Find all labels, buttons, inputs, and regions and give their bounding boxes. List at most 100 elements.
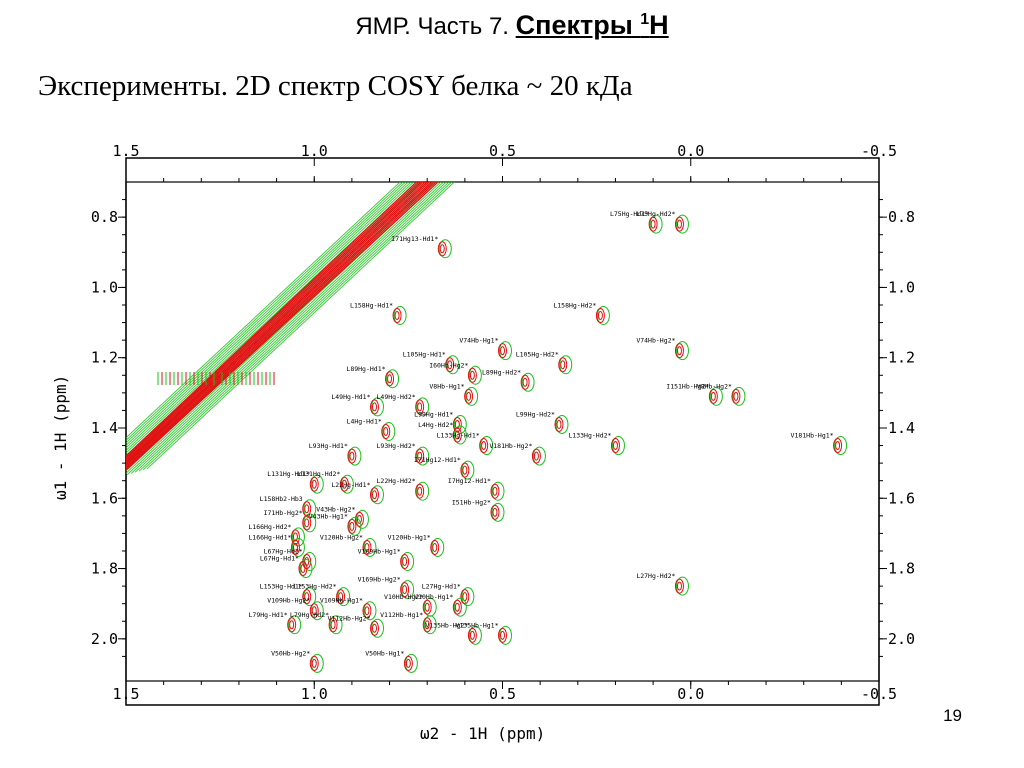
peak-contour — [454, 430, 460, 440]
peak-contour — [676, 581, 682, 591]
cross-peak: I71Hb-Hg2* — [264, 509, 317, 533]
x-tick-label-bottom: 1.5 — [112, 685, 139, 703]
y-axis-label: ω1 - 1H (ppm) — [51, 375, 70, 500]
peak-contour — [339, 476, 349, 492]
peak-label: I60Hb-Hg2* — [429, 361, 468, 369]
peak-contour — [404, 653, 418, 673]
peak-contour — [460, 589, 470, 605]
diagonal-contour-pos — [126, 182, 435, 469]
cross-peak: V120Hb-Hg2* — [320, 533, 377, 557]
peak-contour — [500, 630, 505, 640]
x-tick-label-top: 0.5 — [489, 142, 516, 160]
peak-contour — [362, 603, 372, 619]
peak-contour — [383, 427, 389, 436]
peak-label: L166Hg-Hd2* — [248, 523, 291, 531]
peak-label: L49Hg-Hd2* — [377, 393, 416, 401]
peak-contour — [438, 239, 452, 259]
y-tick-label-left: 2.0 — [91, 630, 118, 648]
peak-label: V181Hb-Hg1* — [791, 432, 834, 440]
peak-contour — [835, 441, 841, 451]
peak-contour — [432, 542, 438, 552]
cross-peak: L105Hg-Hd1* — [403, 351, 460, 375]
peak-contour — [650, 219, 656, 229]
peak-label: L79Hg-Hd1* — [249, 611, 288, 619]
diagonal-contour-neg — [126, 182, 401, 439]
cross-peak: I51Hb-Hg2* — [452, 498, 505, 522]
cross-peak: L4Hg-Hd1* — [347, 418, 396, 441]
peak-label: I71Hb-Hg2* — [264, 509, 303, 517]
y-tick-label-right: 1.4 — [888, 419, 915, 437]
peak-contour — [596, 306, 610, 326]
peak-contour — [401, 552, 415, 572]
peak-contour — [302, 515, 312, 531]
peak-contour — [500, 346, 505, 356]
peak-contour — [461, 587, 475, 607]
cross-peak: V181Hb-Hg1* — [791, 432, 848, 456]
peak-label: V169Hb-Hg2* — [358, 576, 401, 584]
peak-contour — [491, 502, 505, 522]
peak-label: V8Hb-Hg1* — [429, 382, 464, 390]
y-tick-label-left: 1.8 — [91, 560, 118, 578]
peak-contour — [347, 448, 357, 464]
peak-contour — [430, 539, 440, 555]
peak-label: L99Hg-Hd2* — [516, 410, 555, 418]
slide-subtitle: Эксперименты. 2D спектр COSY белка ~ 20 … — [38, 70, 633, 102]
peak-contour — [309, 655, 319, 671]
peak-contour — [289, 620, 295, 630]
peak-label: V109Hb-Hg1* — [320, 597, 363, 605]
outer-frame — [125, 157, 880, 706]
x-tick-label-bottom: 0.0 — [677, 685, 704, 703]
page-number: 19 — [943, 706, 962, 725]
plot-frame — [125, 181, 880, 682]
x-tick-label-bottom: 0.5 — [489, 685, 516, 703]
peak-contour — [287, 617, 297, 633]
peak-label: V43Hb-Hg2* — [316, 505, 355, 513]
peak-contour — [462, 465, 468, 475]
cross-peak: V50Hb-Hg1* — [365, 649, 418, 673]
peak-contour — [710, 391, 716, 401]
peak-contour — [556, 419, 562, 429]
peak-contour — [446, 355, 460, 375]
peak-contour — [364, 542, 370, 552]
x-tick-label-top: 1.0 — [301, 142, 328, 160]
peak-contour — [431, 537, 445, 557]
x-tick-label-bottom: 1.0 — [301, 685, 328, 703]
diagonal-contour-neg — [146, 182, 456, 470]
cross-peak: I71Hg12-Hd1* — [414, 456, 475, 480]
peak-label: L27Hg-Hd2* — [636, 572, 675, 580]
peak-contour — [394, 311, 400, 321]
cross-peak: L105Hg-Hd2* — [516, 351, 573, 375]
peak-contour — [304, 518, 310, 528]
peak-contour — [392, 308, 402, 324]
y-tick-label-right: 1.8 — [888, 560, 915, 578]
peak-contour — [445, 357, 455, 373]
peak-contour — [299, 559, 313, 579]
x-tick-label-top: -0.5 — [861, 142, 897, 160]
cross-peak: V10Hb-Hg1* — [414, 593, 467, 617]
peak-label: L105Hg-Hd2* — [516, 351, 559, 359]
peak-contour — [311, 479, 317, 489]
peak-contour — [292, 542, 298, 552]
title-plain: ЯМР. Часть 7. — [355, 13, 509, 40]
diagonal-contour-neg — [126, 182, 404, 442]
peak-label: L79Hg-Hd2* — [290, 611, 329, 619]
peak-contour — [336, 589, 346, 605]
peak-contour — [330, 620, 336, 630]
diagonal-contour-neg — [134, 182, 447, 473]
peak-contour — [364, 606, 370, 616]
cross-peak: V169Hb-Hg1* — [358, 548, 415, 572]
cross-peak: I71Hg13-Hd1* — [391, 235, 452, 259]
peak-contour — [731, 388, 741, 404]
peak-contour — [520, 374, 530, 390]
peak-contour — [310, 474, 324, 494]
peak-contour — [415, 483, 425, 499]
peak-label: L93Hg-Hd2* — [377, 442, 416, 450]
y-tick-label-right: 1.0 — [888, 278, 915, 296]
diagonal-contour-neg — [130, 182, 445, 474]
peak-contour — [371, 490, 377, 500]
peak-label: L158Hg-Hd1* — [350, 302, 393, 310]
peak-contour — [558, 357, 568, 373]
peak-label: I51Hb-Hg2* — [452, 498, 491, 506]
y-tick-label-right: 0.8 — [888, 208, 915, 226]
peak-contour — [416, 446, 430, 466]
